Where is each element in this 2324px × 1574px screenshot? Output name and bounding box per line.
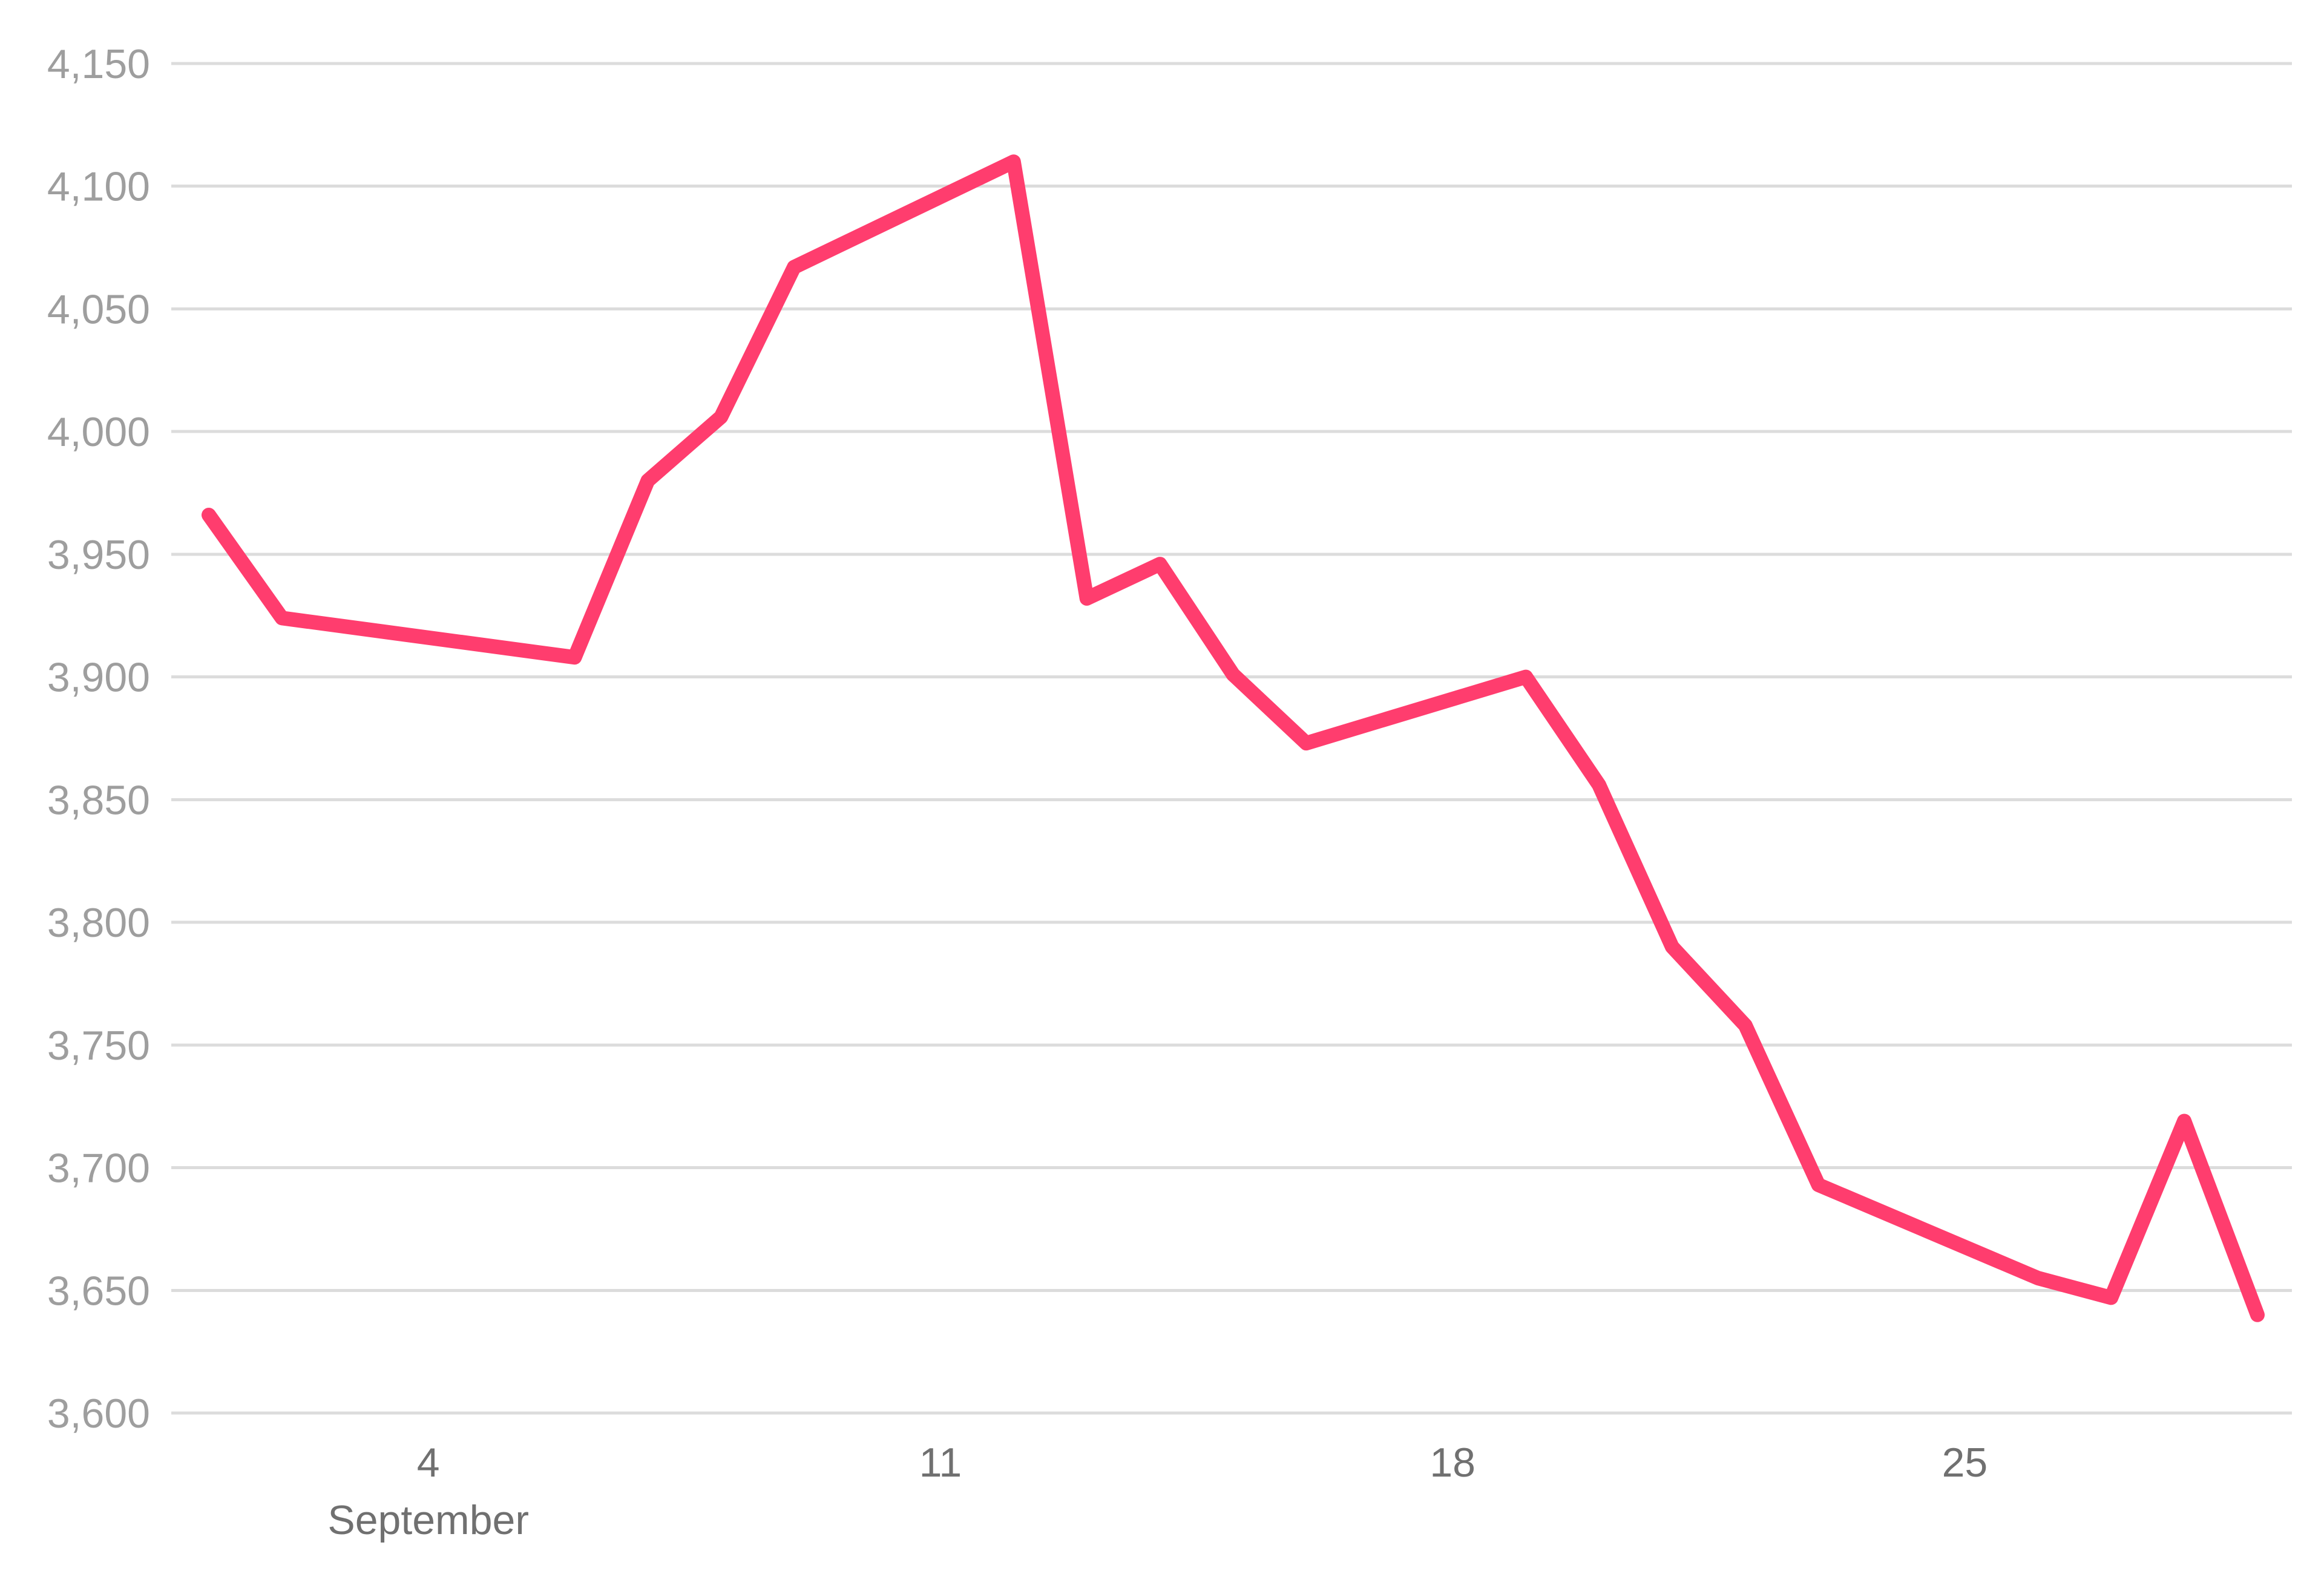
y-tick-label: 3,600 [47, 1391, 150, 1437]
y-axis: 3,600 3,650 3,700 3,750 3,800 3,850 3,900 3,950… [47, 41, 150, 1437]
y-tick-label: 3,900 [47, 655, 150, 701]
y-tick-label: 3,950 [47, 532, 150, 578]
y-tick-label: 3,850 [47, 777, 150, 823]
y-tick-label: 4,050 [47, 286, 150, 332]
y-tick-label: 3,650 [47, 1268, 150, 1314]
series-line [202, 154, 2265, 1322]
x-axis-month-label: September [327, 1497, 529, 1543]
y-tick-label: 3,700 [47, 1146, 150, 1192]
gridlines [171, 62, 2292, 1415]
x-axis: September 4 11 18 25 [327, 1440, 1988, 1543]
y-tick-label: 4,100 [47, 164, 150, 210]
y-tick-label: 4,150 [47, 41, 150, 87]
x-tick-label: 11 [919, 1440, 962, 1486]
x-tick-label: 4 [417, 1440, 440, 1486]
x-tick-label: 18 [1430, 1440, 1475, 1486]
y-tick-label: 3,750 [47, 1023, 150, 1069]
y-tick-label: 4,000 [47, 409, 150, 455]
x-tick-label: 25 [1942, 1440, 1988, 1486]
series-layer [202, 154, 2265, 1322]
y-tick-label: 3,800 [47, 900, 150, 946]
